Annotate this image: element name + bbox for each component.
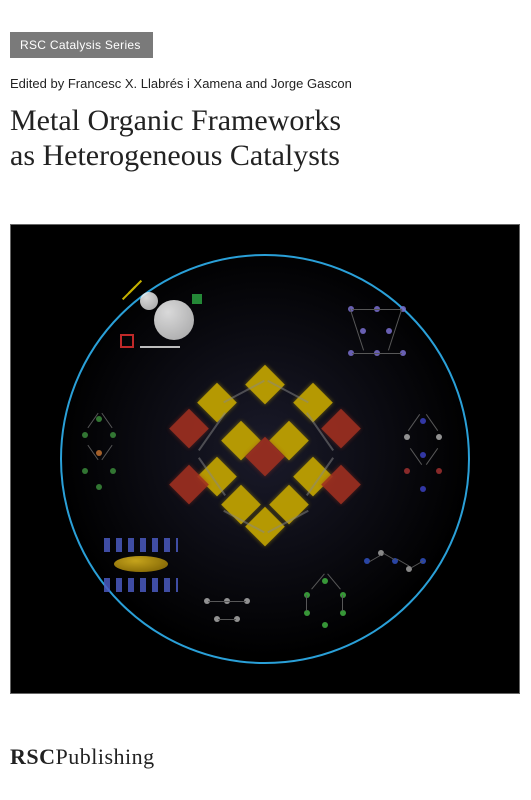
circle-frame [60, 254, 470, 664]
book-title: Metal Organic Frameworks as Heterogeneou… [10, 104, 341, 173]
series-label: RSC Catalysis Series [20, 38, 141, 52]
publisher: RSCPublishing [10, 744, 155, 770]
struct-lower-mid-left [198, 594, 254, 634]
struct-lower-left [104, 538, 178, 592]
struct-upper-right [340, 298, 420, 362]
title-line-2: as Heterogeneous Catalysts [10, 139, 341, 174]
editors-line: Edited by Francesc X. Llabrés i Xamena a… [10, 76, 352, 91]
struct-left [72, 416, 128, 496]
series-bar: RSC Catalysis Series [10, 32, 153, 58]
cover-illustration [10, 224, 520, 694]
struct-right [392, 414, 454, 504]
central-mof-cluster [175, 371, 355, 541]
publisher-bold: RSC [10, 744, 56, 769]
title-line-1: Metal Organic Frameworks [10, 104, 341, 139]
publisher-rest: Publishing [56, 744, 155, 769]
struct-lower-right [364, 546, 434, 578]
struct-lower-mid-right [300, 578, 350, 626]
struct-upper-left [120, 290, 210, 360]
editors-text: Edited by Francesc X. Llabrés i Xamena a… [10, 76, 352, 91]
